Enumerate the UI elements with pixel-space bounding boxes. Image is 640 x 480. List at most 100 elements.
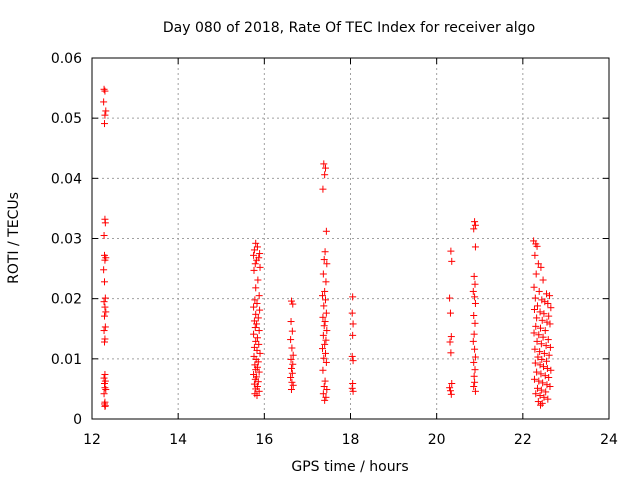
data-point	[100, 85, 108, 93]
data-point	[321, 318, 329, 326]
data-point	[542, 388, 550, 396]
data-points	[100, 85, 555, 410]
data-point	[470, 312, 478, 320]
axis-ticks	[91, 57, 610, 420]
data-point	[470, 225, 478, 233]
data-point	[250, 266, 258, 274]
y-tick-label: 0.06	[51, 51, 82, 67]
data-point	[100, 120, 108, 128]
data-point	[471, 299, 479, 307]
data-point	[100, 98, 108, 106]
data-point	[255, 387, 263, 395]
y-tick-label: 0.03	[51, 232, 82, 248]
data-point	[541, 372, 549, 380]
data-point	[289, 381, 297, 389]
data-point	[535, 331, 543, 339]
data-point	[530, 329, 538, 337]
data-point	[323, 386, 331, 394]
data-point	[446, 294, 454, 302]
data-point	[100, 231, 108, 239]
data-point	[101, 111, 109, 119]
data-point	[349, 331, 357, 339]
data-point	[319, 313, 327, 321]
data-point	[322, 393, 330, 401]
data-point	[447, 349, 455, 357]
data-point	[534, 353, 542, 361]
data-point	[250, 251, 258, 259]
data-point	[531, 294, 539, 302]
data-point	[547, 366, 555, 374]
data-point	[469, 287, 477, 295]
data-point	[470, 358, 478, 366]
data-point	[545, 351, 553, 359]
data-point	[254, 358, 262, 366]
data-point	[100, 278, 108, 286]
data-point	[252, 337, 260, 345]
data-point	[250, 330, 258, 338]
data-point	[471, 243, 479, 251]
data-point	[319, 185, 327, 193]
data-point	[100, 327, 108, 335]
data-point	[322, 336, 330, 344]
data-point	[321, 171, 329, 179]
data-point	[533, 368, 541, 376]
data-point	[287, 364, 295, 372]
data-point	[540, 363, 548, 371]
data-point	[530, 305, 538, 313]
x-tick-label: 12	[83, 432, 101, 448]
data-point	[101, 256, 109, 264]
data-point	[321, 377, 329, 385]
data-point	[320, 256, 328, 264]
data-point	[533, 242, 541, 250]
data-point	[471, 378, 479, 386]
data-point	[539, 333, 547, 341]
data-point	[531, 345, 539, 353]
data-point	[255, 292, 263, 300]
data-point	[318, 292, 326, 300]
data-point	[471, 293, 479, 301]
data-point	[471, 387, 479, 395]
data-point	[540, 310, 548, 318]
x-axis-title: GPS time / hours	[291, 459, 408, 475]
data-point	[322, 358, 330, 366]
data-point	[100, 312, 108, 320]
data-point	[250, 303, 258, 311]
data-point	[322, 278, 330, 286]
y-axis-title: ROTI / TECUs	[6, 192, 22, 284]
data-point	[349, 320, 357, 328]
data-point	[254, 378, 262, 386]
data-point	[101, 87, 109, 95]
data-point	[349, 387, 357, 395]
data-point	[253, 392, 261, 400]
data-point	[534, 398, 542, 406]
data-point	[447, 247, 455, 255]
data-point	[542, 342, 550, 350]
data-point	[546, 383, 554, 391]
data-point	[471, 353, 479, 361]
data-point	[288, 369, 296, 377]
y-tick-label: 0.04	[51, 171, 82, 187]
data-point	[532, 390, 540, 398]
y-tick-label: 0.02	[51, 292, 82, 308]
data-point	[540, 349, 548, 357]
data-point	[532, 270, 540, 278]
data-point	[102, 107, 110, 115]
data-point	[101, 303, 109, 311]
data-point	[320, 160, 328, 168]
data-point	[253, 299, 261, 307]
data-point	[102, 386, 110, 394]
data-point	[251, 324, 259, 332]
data-point	[446, 338, 454, 346]
data-point	[546, 292, 554, 300]
data-point	[448, 257, 456, 265]
data-point	[254, 314, 262, 322]
data-point	[256, 349, 264, 357]
x-tick-label: 18	[342, 432, 360, 448]
data-point	[447, 390, 455, 398]
data-point	[538, 355, 546, 363]
data-point	[287, 336, 295, 344]
data-point	[321, 287, 329, 295]
data-point	[255, 368, 263, 376]
y-tick-label: 0.05	[51, 111, 82, 127]
data-point	[318, 345, 326, 353]
